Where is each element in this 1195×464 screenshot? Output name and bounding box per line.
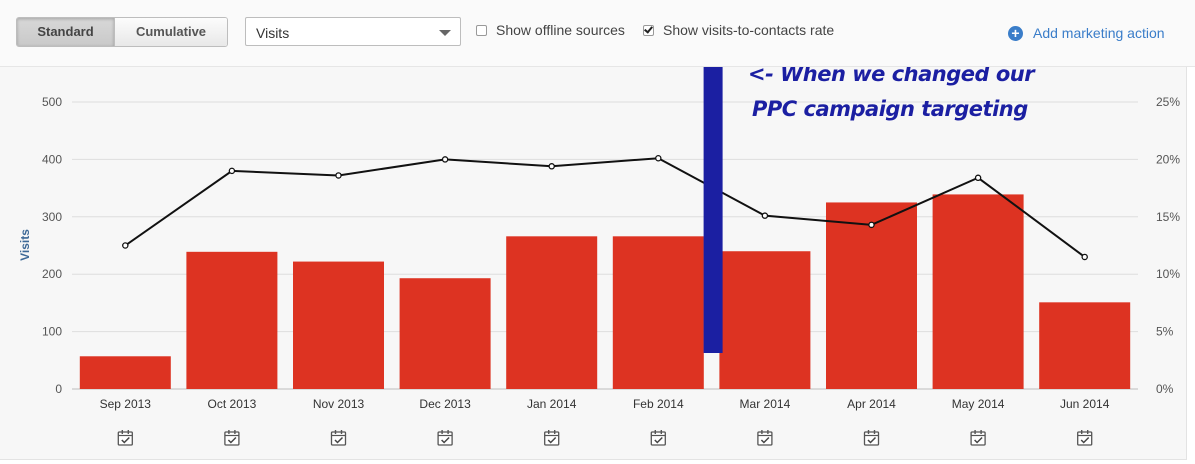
offline-sources-checkbox[interactable] [476, 24, 487, 36]
plus-circle-icon: + [1008, 25, 1023, 41]
bar [612, 236, 704, 389]
calendar-check-icon[interactable] [863, 431, 880, 446]
y2-tick-label: 10% [1156, 267, 1180, 281]
offline-sources-label: Show offline sources [496, 22, 625, 38]
bar [506, 236, 598, 389]
bar [1039, 302, 1131, 389]
y-tick-label: 100 [42, 325, 62, 339]
rate-point [868, 221, 875, 229]
y2-tick-label: 25% [1156, 95, 1180, 109]
bar [719, 251, 811, 389]
add-marketing-action-label: Add marketing action [1033, 25, 1165, 41]
visits-chart: 0 0% 100 5% 200 10% 300 15% 400 20% 500 25% Visits Se… [18, 67, 1180, 446]
calendar-check-mark [334, 436, 344, 444]
calendar-check-mark [227, 436, 237, 444]
rate-point [335, 172, 342, 179]
x-tick-label: Mar 2014 [740, 397, 791, 411]
calendar-check-mark [760, 436, 770, 444]
bar [186, 251, 278, 389]
x-tick-label: Apr 2014 [847, 397, 896, 411]
rate-point [1081, 253, 1088, 261]
metric-select-value: Visits [256, 25, 290, 41]
y-tick-label: 500 [42, 95, 62, 109]
annotation-text-line-2: PPC campaign targeting [752, 97, 1028, 121]
bar [79, 356, 171, 389]
rate-point [655, 155, 662, 162]
chevron-down-icon [439, 30, 451, 36]
calendar-check-mark [547, 436, 557, 444]
calendar-check-mark [121, 436, 130, 444]
view-mode-toggle: Standard Cumulative [16, 17, 228, 47]
bar [399, 278, 491, 389]
y-axis-label: Visits [18, 229, 32, 261]
annotation-marker [703, 67, 723, 353]
calendar-check-icon[interactable] [224, 431, 240, 446]
calendar-check-icon[interactable] [1077, 431, 1093, 446]
calendar-check-mark [1080, 436, 1090, 444]
x-tick-label: Feb 2014 [633, 397, 684, 411]
standard-mode-button[interactable]: Standard [17, 18, 115, 46]
cumulative-mode-button[interactable]: Cumulative [115, 18, 227, 46]
x-tick-label: Dec 2013 [419, 397, 471, 411]
y2-tick-label: 20% [1156, 152, 1180, 166]
add-marketing-action-button[interactable]: + Add marketing action [1008, 25, 1165, 41]
visits-rate-checkbox[interactable] [643, 24, 654, 36]
x-tick-label: Jan 2014 [527, 397, 577, 411]
annotation-text-line-1: <- When we changed our [748, 67, 1036, 86]
visits-rate-label: Show visits-to-contacts rate [663, 22, 835, 38]
y2-tick-label: 0% [1156, 382, 1174, 396]
calendar-check-icon[interactable] [757, 431, 773, 446]
calendar-check-icon[interactable] [970, 431, 986, 446]
bar [293, 261, 384, 389]
calendar-check-icon[interactable] [544, 431, 560, 446]
calendar-check-icon[interactable] [650, 431, 666, 446]
offline-sources-option[interactable]: Show offline sources [476, 22, 625, 38]
calendar-check-icon[interactable] [117, 431, 133, 446]
rate-point [228, 167, 236, 175]
chart-panel: 0 0% 100 5% 200 10% 300 15% 400 20% 500 25% Visits Se… [0, 67, 1187, 460]
y-tick-label: 400 [42, 152, 62, 166]
calendar-check-mark [441, 436, 450, 444]
y-tick-label: 200 [42, 267, 62, 281]
visits-rate-option[interactable]: Show visits-to-contacts rate [643, 22, 834, 38]
rate-point [441, 156, 449, 163]
metric-select[interactable]: Visits [245, 17, 461, 46]
x-tick-label: Sep 2013 [100, 397, 152, 411]
chart-toolbar: Standard Cumulative Visits Show offline … [0, 0, 1195, 67]
bar [932, 194, 1024, 389]
y2-tick-label: 5% [1156, 325, 1174, 339]
y-tick-label: 0 [55, 382, 62, 396]
calendar-check-mark [974, 436, 983, 444]
calendar-check-icon[interactable] [330, 431, 347, 446]
bar [826, 202, 917, 389]
rate-point [548, 163, 555, 170]
calendar-check-mark [867, 436, 877, 444]
rate-point [761, 212, 769, 219]
y2-tick-label: 15% [1156, 210, 1180, 224]
rate-point [974, 174, 982, 182]
rate-point [122, 242, 129, 249]
x-tick-label: Jun 2014 [1060, 397, 1110, 411]
calendar-check-icon[interactable] [437, 431, 453, 446]
x-tick-label: May 2014 [952, 397, 1005, 411]
x-tick-label: Oct 2013 [208, 397, 257, 411]
rate-line [124, 157, 1086, 258]
x-tick-label: Nov 2013 [313, 397, 365, 411]
y-tick-label: 300 [42, 210, 62, 224]
calendar-check-mark [654, 436, 663, 444]
